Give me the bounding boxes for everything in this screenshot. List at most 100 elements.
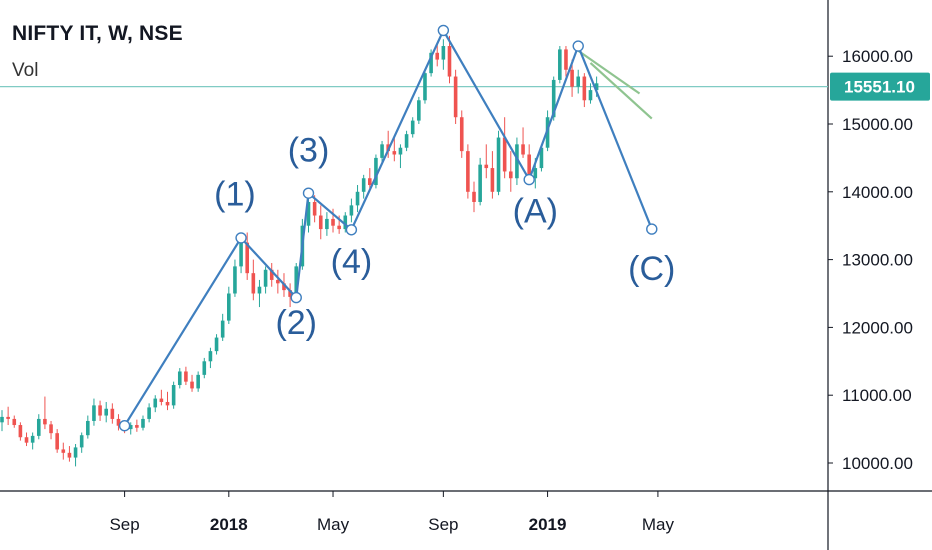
candle-body	[220, 320, 225, 338]
candle-body	[374, 157, 378, 186]
candle-body	[12, 418, 17, 426]
candle-body	[539, 147, 544, 169]
candle-body	[128, 425, 133, 430]
current-price-label: 15551.10	[844, 78, 915, 97]
x-tick-label: 2018	[210, 515, 248, 534]
candle-body	[153, 398, 158, 408]
candle-body	[398, 147, 403, 155]
candle-body	[423, 73, 427, 101]
candle-body	[502, 137, 507, 172]
candle-body	[392, 151, 397, 155]
x-tick-label: 2019	[529, 515, 567, 534]
candle-body	[245, 242, 249, 274]
x-tick-label: May	[317, 515, 350, 534]
candle-body	[404, 134, 409, 148]
wave-label: (C)	[628, 250, 675, 288]
candle-body	[368, 178, 372, 186]
x-tick-label: Sep	[109, 515, 139, 534]
wave-label: (1)	[214, 175, 256, 213]
candle-body	[594, 83, 599, 91]
candle-body	[177, 371, 182, 386]
candle-body	[251, 273, 256, 294]
candle-body	[417, 100, 421, 121]
y-tick-label: 10000.00	[842, 454, 913, 473]
candle-body	[184, 371, 188, 382]
candle-body	[269, 269, 274, 280]
candle-body	[227, 293, 231, 321]
candle-body	[288, 290, 292, 297]
candle-body	[441, 46, 446, 60]
candle-body	[30, 435, 35, 443]
candle-body	[79, 435, 84, 448]
y-tick-label: 11000.00	[842, 386, 912, 405]
candle-body	[570, 69, 574, 87]
volume-indicator-label[interactable]: Vol	[12, 60, 39, 81]
candle-body	[202, 361, 207, 375]
wave-point-marker	[646, 223, 658, 235]
candle-body	[564, 49, 568, 70]
candle-body	[410, 120, 415, 135]
candle-body	[141, 418, 145, 428]
candle-body	[429, 52, 433, 74]
wave-point-marker	[302, 187, 315, 199]
candle-body	[239, 242, 243, 267]
symbol-legend: NIFTY IT, W, NSE	[12, 22, 183, 45]
wave-label: (2)	[275, 304, 317, 342]
candle-body	[380, 144, 384, 158]
candle-body	[282, 283, 286, 291]
wave-point-marker	[290, 291, 302, 304]
wave-point-marker	[572, 40, 584, 52]
candle-body	[331, 218, 335, 226]
candle-body	[343, 215, 348, 230]
wave-point-marker	[118, 420, 131, 432]
candle-body	[349, 205, 354, 216]
candle-body	[61, 449, 66, 453]
candle-body	[6, 416, 10, 419]
candle-body	[116, 418, 121, 426]
candle-body	[312, 201, 317, 216]
candle-body	[337, 225, 341, 230]
candle-body	[521, 144, 525, 155]
candle-body	[361, 178, 366, 192]
candle-body	[355, 191, 360, 206]
wave-label: (4)	[331, 243, 373, 281]
candle-body	[55, 433, 59, 450]
candle-body	[49, 424, 53, 434]
candle-body	[214, 337, 219, 352]
candle-body	[171, 385, 176, 406]
candle-body	[533, 168, 538, 179]
wave-point-marker	[437, 24, 450, 37]
candle-body	[24, 437, 29, 443]
candle-body	[276, 279, 280, 284]
candle-body	[165, 401, 170, 406]
candle-body	[490, 168, 495, 192]
candle-body	[447, 46, 452, 77]
candle-body	[453, 76, 458, 118]
candle-body	[18, 425, 23, 438]
candle-body	[325, 218, 329, 230]
x-tick-label: Sep	[428, 515, 458, 534]
candle-body	[98, 405, 102, 416]
candle-body	[496, 137, 501, 192]
candle-body	[435, 52, 440, 60]
candle-body	[527, 154, 531, 179]
x-tick-label: May	[642, 515, 675, 534]
current-price-tag	[830, 72, 930, 101]
y-tick-label: 16000.00	[842, 47, 913, 66]
channel-line	[577, 49, 641, 95]
candle-body	[484, 164, 489, 169]
candle-body	[582, 76, 587, 101]
y-tick-label: 12000.00	[842, 318, 913, 337]
candle-body	[588, 90, 593, 101]
y-tick-label: 13000.00	[842, 251, 913, 270]
candle-body	[459, 117, 464, 152]
wave-point-marker	[345, 224, 358, 236]
candle-body	[478, 164, 482, 202]
candle-body	[159, 398, 164, 402]
candle-body	[263, 269, 268, 287]
candle-body	[558, 49, 562, 80]
candle-body	[318, 215, 323, 230]
candle-body	[0, 416, 4, 423]
